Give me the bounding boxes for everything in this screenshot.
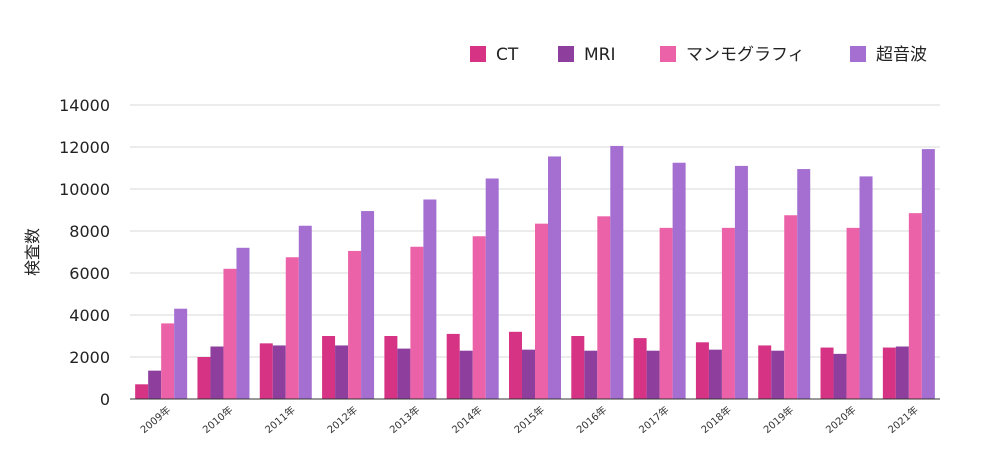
y-tick-label: 4000 (69, 306, 110, 325)
bar-超音波-2014年 (485, 178, 499, 399)
bar-超音波-2021年 (921, 149, 935, 399)
bar-MRI-2016年 (584, 350, 598, 399)
x-tick-label: 2017年 (636, 403, 672, 436)
y-tick-label: 10000 (59, 180, 110, 199)
bar-マンモグラフィ-2020年 (846, 227, 860, 399)
x-tick-label: 2015年 (511, 403, 547, 436)
bar-マンモグラフィ-2014年 (472, 236, 486, 399)
x-tick-label: 2014年 (449, 403, 485, 436)
bar-マンモグラフィ-2021年 (908, 213, 922, 399)
x-tick-label: 2016年 (574, 403, 610, 436)
legend-label-超音波: 超音波 (876, 45, 927, 65)
bar-MRI-2014年 (459, 350, 473, 399)
bar-超音波-2013年 (423, 199, 437, 399)
bar-超音波-2020年 (859, 176, 873, 399)
legend: CT MRI マンモグラフィ 超音波 (470, 45, 927, 65)
x-tick-label: 2013年 (387, 403, 423, 436)
bar-CT-2015年 (509, 331, 522, 399)
bar-CT-2009年 (135, 384, 149, 399)
legend-swatch-マンモグラフィ (660, 46, 676, 62)
x-tick-label: 2011年 (262, 403, 298, 436)
bar-マンモグラフィ-2019年 (784, 215, 798, 399)
bar-マンモグラフィ-2012年 (348, 250, 362, 399)
x-tick-label: 2019年 (761, 403, 797, 436)
bar-MRI-2020年 (833, 353, 847, 399)
y-tick-label: 2000 (69, 348, 110, 367)
x-tick-label: 2009年 (138, 403, 174, 436)
y-tick-label: 0 (100, 390, 110, 409)
legend-label-MRI: MRI (584, 45, 616, 65)
bar-超音波-2011年 (298, 225, 312, 399)
bar-MRI-2010年 (210, 346, 224, 399)
bar-マンモグラフィ-2009年 (161, 323, 175, 399)
y-tick-label: 6000 (69, 264, 110, 283)
bar-MRI-2011年 (272, 345, 286, 399)
bar-超音波-2010年 (236, 247, 250, 399)
bar-CT-2010年 (197, 357, 211, 399)
x-tick-label: 2010年 (200, 403, 236, 436)
bar-MRI-2012年 (335, 345, 349, 399)
y-tick-label: 14000 (59, 96, 110, 115)
bar-CT-2013年 (384, 336, 398, 399)
bar-MRI-2013年 (397, 348, 411, 399)
bar-MRI-2018年 (708, 349, 722, 399)
bar-超音波-2019年 (797, 169, 811, 399)
bar-CT-2020年 (820, 347, 834, 399)
bar-CT-2019年 (758, 345, 772, 399)
legend-label-CT: CT (496, 45, 519, 65)
bar-MRI-2019年 (771, 350, 785, 399)
bar-MRI-2015年 (522, 349, 535, 399)
legend-swatch-CT (470, 46, 486, 62)
x-tick-label: 2012年 (324, 403, 360, 436)
bar-マンモグラフィ-2013年 (410, 246, 424, 399)
y-axis-ticks: 0 2000 4000 6000 8000 10000 12000 14000 (59, 96, 110, 409)
legend-swatch-MRI (558, 46, 574, 62)
y-tick-label: 8000 (69, 222, 110, 241)
bar-マンモグラフィ-2011年 (285, 257, 299, 399)
bar-マンモグラフィ-2015年 (535, 223, 548, 399)
bar-超音波-2016年 (610, 145, 624, 399)
y-axis-label: 検査数 (23, 228, 42, 276)
bar-超音波-2015年 (548, 156, 561, 399)
bar-マンモグラフィ-2018年 (721, 227, 735, 399)
legend-label-マンモグラフィ: マンモグラフィ (686, 45, 805, 65)
bar-CT-2012年 (322, 336, 336, 399)
bar-マンモグラフィ-2016年 (597, 216, 611, 399)
bar-超音波-2009年 (174, 308, 188, 399)
bar-マンモグラフィ-2017年 (659, 227, 673, 399)
y-tick-label: 12000 (59, 138, 110, 157)
x-tick-label: 2021年 (885, 403, 921, 436)
bars (135, 145, 935, 399)
bar-超音波-2017年 (672, 162, 686, 399)
bar-CT-2011年 (259, 343, 273, 399)
bar-マンモグラフィ-2010年 (223, 268, 237, 399)
bar-CT-2018年 (695, 342, 709, 399)
x-tick-label: 2018年 (698, 403, 734, 436)
bar-MRI-2017年 (646, 350, 660, 399)
bar-CT-2016年 (571, 336, 585, 399)
x-axis-ticks: 2009年 2010年 2011年 2012年 2013年 2014年 2015年 2016年… (138, 403, 921, 436)
bar-MRI-2021年 (895, 346, 909, 399)
bar-CT-2021年 (882, 347, 896, 399)
bar-超音波-2012年 (361, 211, 375, 399)
bar-超音波-2018年 (734, 165, 748, 399)
bar-CT-2014年 (446, 333, 460, 399)
bar-MRI-2009年 (148, 370, 162, 399)
x-tick-label: 2020年 (823, 403, 859, 436)
bar-CT-2017年 (633, 338, 647, 399)
legend-swatch-超音波 (850, 46, 866, 62)
